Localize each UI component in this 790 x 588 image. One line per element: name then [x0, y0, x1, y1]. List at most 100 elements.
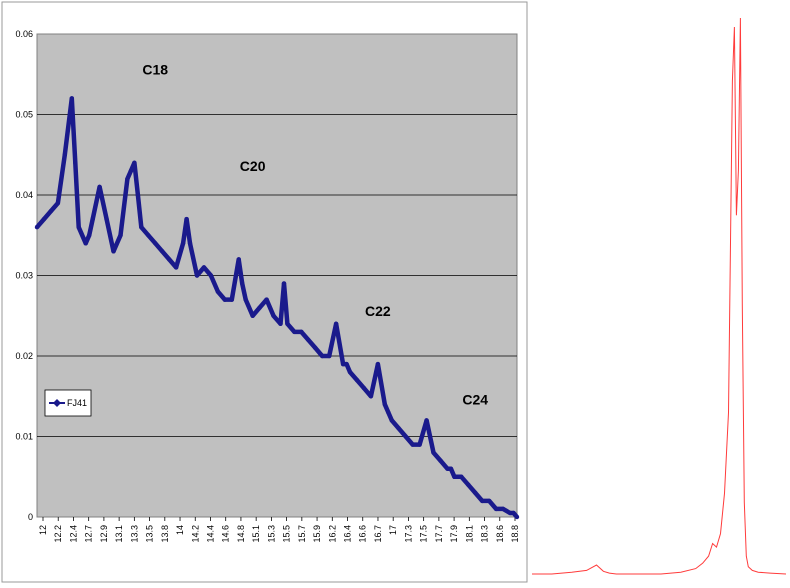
y-tick-label: 0.06 [15, 29, 33, 39]
data-point [375, 361, 381, 367]
data-point [257, 305, 262, 310]
x-tick-label: 17.7 [434, 525, 444, 543]
y-tick-label: 0.01 [15, 432, 33, 442]
data-point [313, 345, 318, 351]
data-point [264, 297, 269, 302]
data-point [215, 289, 221, 294]
data-point [229, 297, 234, 302]
x-tick-label: 12 [38, 525, 48, 535]
y-tick-label: 0 [28, 512, 33, 522]
data-point [69, 96, 74, 101]
data-point [62, 152, 68, 157]
data-point [250, 313, 255, 318]
data-point [424, 418, 429, 423]
peak-label: C18 [142, 61, 168, 77]
data-point [466, 482, 471, 487]
data-point [431, 450, 436, 455]
series-fj41 [34, 96, 520, 520]
data-point [396, 426, 401, 431]
data-point [382, 402, 388, 407]
data-point [285, 321, 290, 326]
data-point [271, 313, 276, 318]
data-point [344, 361, 349, 367]
data-point [118, 233, 123, 238]
data-point [306, 337, 311, 343]
x-tick-label: 17.3 [403, 525, 413, 543]
data-point [507, 510, 513, 516]
data-point [48, 208, 54, 214]
x-tick-label: 13.3 [129, 525, 139, 543]
data-point [166, 257, 172, 262]
data-point [240, 281, 245, 286]
data-point [125, 176, 130, 182]
data-point [340, 361, 346, 367]
x-tick-label: 17 [388, 525, 398, 535]
y-axis: 0 0.01 0.02 0.03 0.04 0.05 0.06 [15, 29, 33, 522]
x-tick-label: 18.1 [464, 525, 474, 543]
x-tick-label: 15.7 [297, 525, 307, 543]
x-tick-label: 17.5 [419, 525, 429, 543]
data-point [236, 257, 241, 262]
x-tick-label: 13.8 [160, 525, 170, 543]
data-point [97, 184, 102, 190]
data-point [320, 353, 325, 359]
data-point [292, 329, 297, 335]
fj41-chart: 0 0.01 0.02 0.03 0.04 0.05 0.06 12 12.2 12.4 12.7… [1, 1, 528, 583]
x-tick-label: 12.4 [68, 525, 78, 543]
legend-label: FJ41 [67, 398, 87, 408]
data-point [104, 216, 109, 222]
data-point [222, 297, 228, 302]
x-tick-label: 18.6 [495, 525, 505, 543]
data-point [389, 418, 394, 423]
x-tick-label: 15.9 [312, 525, 322, 543]
x-tick-label: 16.7 [373, 525, 383, 543]
data-point [86, 233, 92, 238]
legend-marker-icon [53, 399, 61, 407]
x-tick-label: 13.5 [145, 525, 155, 543]
x-tick-label: 14 [175, 525, 185, 535]
data-point [201, 265, 207, 270]
y-tick-label: 0.05 [15, 110, 33, 120]
x-tick-label: 12.9 [99, 525, 109, 543]
data-point [459, 474, 464, 479]
data-point [132, 160, 137, 165]
data-point [417, 442, 422, 447]
red-trace-chart [532, 17, 787, 575]
data-point [493, 506, 499, 512]
data-point [445, 466, 450, 471]
data-point [438, 458, 443, 463]
data-point [128, 168, 134, 174]
data-point [73, 160, 78, 165]
data-point [347, 369, 353, 375]
peak-label: C20 [240, 158, 266, 174]
y-tick-label: 0.02 [15, 351, 33, 361]
peak-label: C24 [462, 391, 488, 407]
y-tick-label: 0.04 [15, 190, 33, 200]
data-point [173, 265, 179, 270]
data-point [208, 273, 214, 278]
x-tick-label: 16.4 [343, 525, 353, 543]
data-point [410, 442, 415, 447]
data-point [135, 192, 141, 198]
data-point [326, 353, 332, 359]
data-point [139, 225, 144, 230]
legend: FJ41 [44, 389, 92, 417]
data-point [184, 216, 189, 222]
data-point [361, 386, 367, 391]
data-point [386, 410, 391, 415]
x-tick-label: 16.6 [358, 525, 368, 543]
data-point [299, 329, 304, 335]
data-point [486, 498, 492, 504]
data-point [480, 498, 485, 504]
data-point [90, 216, 95, 222]
x-tick-label: 13.1 [114, 525, 124, 543]
x-tick-label: 17.9 [449, 525, 459, 543]
data-point [55, 200, 61, 206]
data-point [278, 321, 283, 326]
data-point [500, 506, 506, 512]
x-tick-label: 15.1 [251, 525, 261, 543]
data-point [473, 490, 478, 496]
x-tick-label: 16.2 [327, 525, 337, 543]
data-point [514, 514, 520, 520]
data-point [83, 241, 88, 246]
